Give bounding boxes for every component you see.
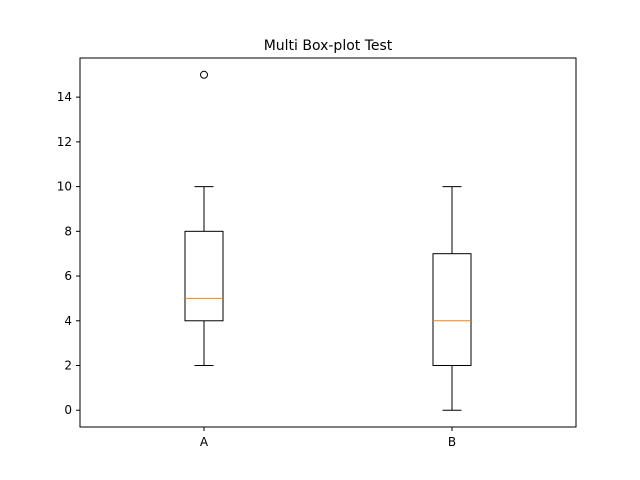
chart-title: Multi Box-plot Test <box>264 38 393 54</box>
box-B <box>432 253 472 367</box>
box-A <box>184 230 224 322</box>
y-tick-label-6: 6 <box>64 269 72 283</box>
box-group-B <box>432 186 472 411</box>
outlier-A-0 <box>200 70 208 79</box>
plot-marks <box>184 70 472 411</box>
y-tick-label-8: 8 <box>64 224 72 238</box>
plot-frame <box>79 57 577 428</box>
y-tick-label-2: 2 <box>64 359 72 373</box>
x-tick-label-B: B <box>448 435 456 449</box>
y-tick-label-4: 4 <box>64 314 72 328</box>
y-tick-label-0: 0 <box>64 403 72 417</box>
y-tick-label-10: 10 <box>57 180 72 194</box>
y-tick-label-12: 12 <box>57 135 72 149</box>
x-tick-label-A: A <box>200 435 209 449</box>
y-tick-label-14: 14 <box>57 90 72 104</box>
y-axis: 0 2 4 6 8 10 12 14 <box>57 90 80 417</box>
box-group-A <box>184 70 224 366</box>
